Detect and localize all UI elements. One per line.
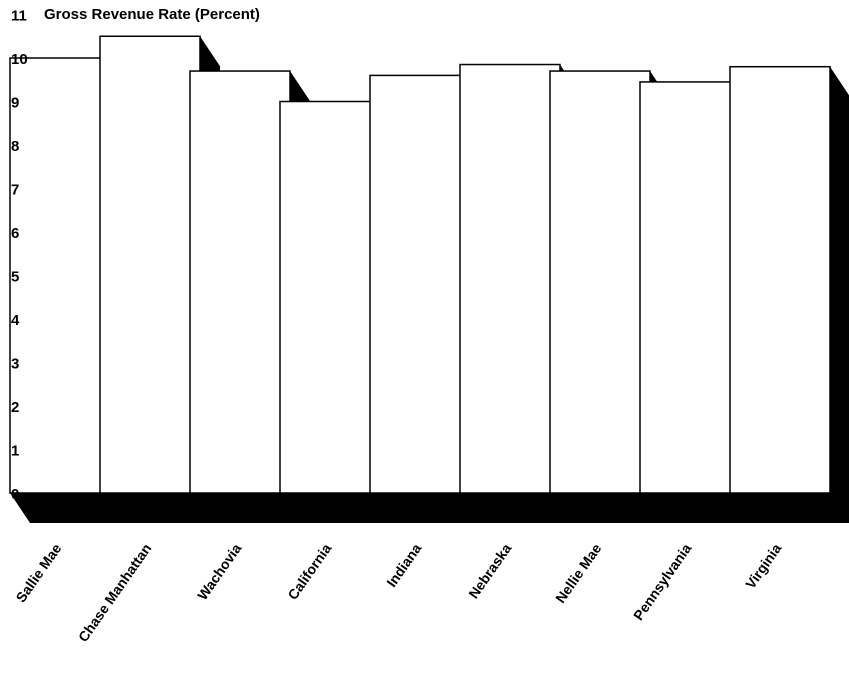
y-tick-label: 1 <box>11 443 19 460</box>
y-tick-label: 2 <box>11 399 19 416</box>
x-tick-label: Sallie Mae <box>13 540 65 605</box>
y-tick-label: 5 <box>11 269 19 286</box>
bar <box>729 65 831 494</box>
y-axis-ticks: 0 1 2 3 4 5 6 7 8 9 10 11 <box>11 8 28 504</box>
y-tick-label: 0 <box>11 486 19 503</box>
x-tick-label: Pennsylvania <box>630 540 695 623</box>
x-tick-label: Chase Manhattan <box>75 541 155 645</box>
x-tick-label: Virginia <box>742 540 785 591</box>
y-tick-label: 3 <box>11 356 19 373</box>
y-tick-label: 11 <box>11 8 27 25</box>
chart-title: Gross Revenue Rate (Percent) <box>44 6 260 23</box>
y-tick-label: 7 <box>11 182 19 199</box>
x-tick-label: California <box>284 540 334 602</box>
bar-faces <box>9 35 831 494</box>
y-tick-label: 9 <box>11 95 19 112</box>
y-tick-label: 10 <box>11 51 28 68</box>
bar <box>189 70 291 494</box>
bar <box>459 63 561 494</box>
bar <box>279 100 381 494</box>
bar <box>99 35 201 494</box>
y-tick-label: 8 <box>11 138 19 155</box>
bar <box>369 74 471 494</box>
bar <box>549 70 651 494</box>
x-tick-label: Nebraska <box>465 540 514 601</box>
x-tick-label: Wachovia <box>194 540 244 602</box>
y-tick-label: 6 <box>11 225 19 242</box>
x-axis-labels: Sallie Mae Chase Manhattan Wachovia Califor… <box>13 540 785 644</box>
bar <box>639 81 741 494</box>
x-tick-label: Indiana <box>383 540 424 589</box>
bar <box>9 57 111 494</box>
x-tick-label: Nellie Mae <box>552 540 605 605</box>
y-tick-label: 4 <box>11 312 20 329</box>
